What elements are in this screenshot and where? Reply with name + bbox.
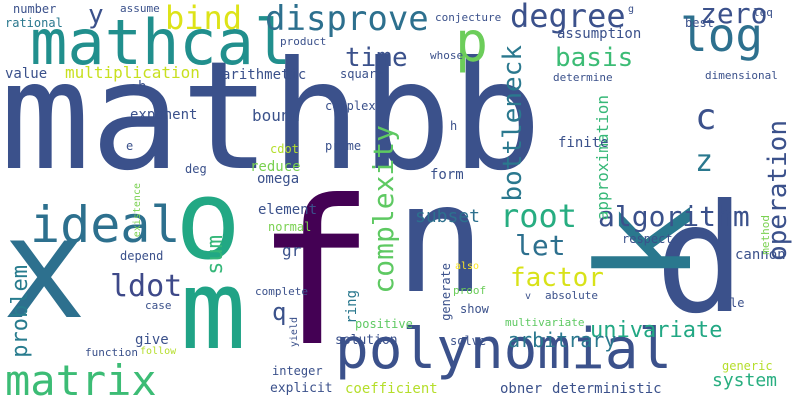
- word-le: le: [730, 296, 745, 310]
- word-best: best: [685, 16, 714, 30]
- word-polynomial: polynomial: [335, 317, 673, 382]
- word-solution: solution: [335, 333, 398, 348]
- word-q: q: [272, 298, 287, 326]
- word-x: x: [2, 188, 87, 351]
- word-arbitrary: arbitrary: [508, 328, 617, 352]
- word-g: g: [628, 4, 635, 15]
- word-product: product: [280, 35, 327, 48]
- word-generate: generate: [439, 263, 453, 321]
- word-show: show: [460, 302, 489, 316]
- word-assumption: assumption: [557, 26, 642, 42]
- word-proof: proof: [453, 284, 487, 297]
- word-o: o: [175, 156, 242, 284]
- word-zero: zero: [700, 0, 768, 30]
- word-conjecture: conjecture: [435, 11, 502, 24]
- word-number: number: [13, 2, 57, 16]
- word-subset: subset: [415, 206, 481, 227]
- word-deterministic: deterministic: [552, 381, 662, 397]
- word-prime: prime: [325, 139, 362, 153]
- word-cannon: cannon: [735, 247, 786, 263]
- word-finite: finite: [558, 135, 609, 151]
- word-deg: deg: [185, 162, 207, 176]
- word-log: log: [680, 8, 764, 62]
- word-let: let: [515, 229, 566, 262]
- word-y: y: [88, 0, 104, 30]
- word-reduce: reduce: [250, 159, 301, 175]
- word-algorithm: algorithm: [598, 200, 750, 233]
- word-multiplication: multiplication: [65, 63, 200, 82]
- word-yield: yield: [289, 317, 300, 348]
- word-omega: omega: [257, 171, 300, 187]
- word-normal: normal: [268, 220, 312, 234]
- word-obner: obner: [500, 381, 543, 397]
- word-n: n: [395, 153, 486, 327]
- word-assume: assume: [120, 2, 160, 15]
- word-gr: gr: [282, 241, 302, 260]
- word-bind: bind: [165, 0, 243, 37]
- word-arithmetic: arithmetic: [222, 67, 307, 83]
- word-matrix: matrix: [5, 356, 157, 400]
- word-complex: complex: [325, 99, 376, 113]
- word-follow: follow: [140, 346, 177, 357]
- word-root: root: [500, 197, 578, 235]
- word-exponent: exponent: [130, 107, 198, 123]
- word-problem: problem: [8, 265, 33, 358]
- word-ideal: ideal: [30, 196, 181, 254]
- word-leq: leq: [753, 6, 773, 19]
- word-mathbb: mathbb: [0, 30, 542, 204]
- word-form: form: [430, 167, 464, 183]
- word-factor: factor: [510, 263, 604, 293]
- word-integer: integer: [272, 364, 323, 378]
- word-mathcal: mathcal: [30, 6, 292, 79]
- word-b: b: [138, 79, 147, 95]
- word-m: m: [180, 246, 247, 374]
- word-system: system: [712, 370, 778, 391]
- word-bound: bound: [252, 106, 301, 125]
- word-dimensional: dimensional: [705, 69, 778, 82]
- word-coefficient: coefficient: [345, 381, 438, 397]
- word-respect: respect: [622, 232, 673, 246]
- word-z: z: [695, 144, 714, 179]
- word-basis: basis: [555, 43, 634, 73]
- word-bottleneck: bottleneck: [498, 45, 528, 202]
- word-give: give: [135, 332, 169, 348]
- word-solve: solve: [450, 334, 487, 348]
- word-complete: complete: [255, 285, 308, 298]
- word-c: c: [695, 97, 717, 138]
- word-f: f: [255, 158, 376, 391]
- word-multivariate: multivariate: [505, 316, 585, 329]
- word-d: d: [655, 173, 746, 347]
- word-existence: existence: [132, 183, 143, 238]
- word-time: time: [345, 43, 408, 73]
- word-function: function: [85, 346, 138, 359]
- word-also: also: [455, 261, 480, 272]
- word-explicit: explicit: [270, 381, 333, 396]
- word-square: square: [340, 67, 384, 81]
- word-univariate: univariate: [590, 318, 723, 343]
- word-ldot: ldot: [110, 269, 183, 304]
- word-h: h: [450, 119, 458, 133]
- word-positive: positive: [355, 317, 413, 331]
- word-complexity: complexity: [367, 125, 400, 294]
- word-e: e: [126, 139, 134, 153]
- word-value: value: [5, 66, 48, 82]
- word-generic: generic: [722, 359, 773, 373]
- word-v: v: [525, 291, 532, 302]
- word-determine: determine: [553, 71, 613, 84]
- word-whose: whose: [430, 49, 464, 62]
- word-absolute: absolute: [545, 289, 598, 302]
- word-disprove: disprove: [265, 0, 429, 39]
- word-element: element: [258, 202, 318, 218]
- word-case: case: [145, 299, 172, 312]
- word-rational: rational: [5, 16, 63, 30]
- word-cdot: cdot: [270, 142, 299, 156]
- word-approximation: approximation: [593, 95, 612, 221]
- word-depend: depend: [120, 249, 164, 263]
- word-method: method: [759, 215, 772, 255]
- word-p: p: [455, 10, 489, 74]
- word-degree: degree: [510, 0, 626, 35]
- word-sum: sum: [203, 235, 228, 275]
